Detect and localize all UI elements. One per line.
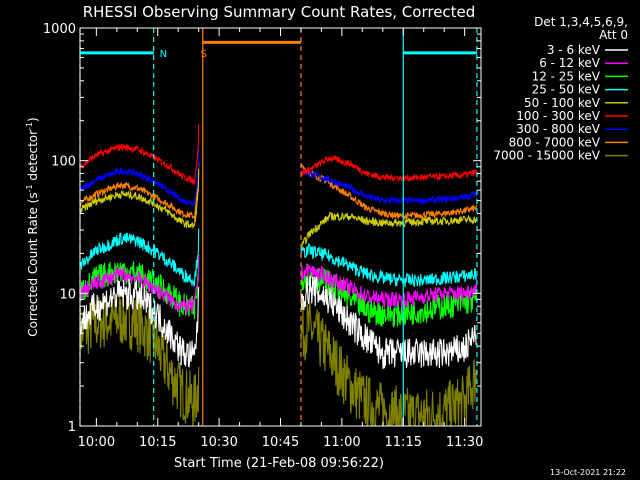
legend-header: Det 1,3,4,5,6,9,	[534, 15, 628, 29]
series-segment	[79, 278, 200, 368]
x-tick-label: 11:30	[446, 435, 483, 450]
series-segment	[300, 301, 478, 427]
series-segment	[300, 263, 478, 328]
x-tick-label: 10:30	[200, 435, 237, 450]
series-segment	[300, 263, 478, 310]
y-axis-label-exponent: -1	[25, 122, 34, 130]
x-tick-label: 11:15	[385, 435, 422, 450]
y-axis: 1 10 100 1000	[43, 22, 481, 435]
series-800-7000-keV-keV-line	[79, 161, 478, 221]
legend-label: 6 - 12 keV	[539, 56, 601, 70]
y-axis-label-exponent: -1	[25, 184, 34, 192]
x-tick-label: 10:15	[139, 435, 176, 450]
y-tick-label: 10	[59, 287, 76, 302]
series-segment	[79, 123, 200, 186]
y-axis-label-part: )	[26, 117, 40, 122]
series-segment	[300, 242, 478, 288]
y-tick-label: 1000	[43, 22, 76, 37]
y-axis-label: Corrected Count Rate (s-1 detector-1)	[25, 117, 40, 336]
x-axis-label: Start Time (21-Feb-08 09:56:22)	[174, 456, 384, 471]
render-timestamp: 13-Oct-2021 21:22	[550, 468, 626, 477]
series-segment	[79, 161, 200, 221]
series-12-25-keV-keV-line	[79, 254, 478, 328]
legend-label: 3 - 6 keV	[547, 43, 601, 57]
annotation-label: S	[201, 49, 207, 60]
chart-title: RHESSI Observing Summary Count Rates, Co…	[83, 3, 476, 21]
series-50-100-keV-keV-line	[79, 168, 478, 251]
y-tick-label: 100	[51, 155, 76, 170]
legend-label: 12 - 25 keV	[532, 69, 601, 83]
series-segment	[300, 155, 478, 183]
series-6-12-keV-keV-line	[79, 254, 478, 315]
series-segment	[300, 167, 478, 206]
legend-label: 50 - 100 keV	[524, 96, 601, 110]
series-300-800-keV-keV-line	[79, 148, 478, 207]
x-axis: 10:00 10:15 10:30 10:45 11:00 11:15 11:30	[78, 28, 483, 450]
series-100-300-keV-keV-line	[79, 123, 478, 186]
legend-label: 800 - 7000 keV	[509, 135, 601, 149]
x-tick-label: 10:45	[262, 435, 299, 450]
y-tick-label: 1	[68, 420, 76, 435]
series-segment	[79, 254, 200, 320]
legend-label: 100 - 300 keV	[516, 109, 600, 123]
series-segment	[300, 211, 478, 251]
series-segment	[79, 148, 200, 207]
series-3-6-keV-keV-line	[79, 275, 478, 370]
annotation-label: N	[160, 49, 167, 60]
x-tick-label: 10:00	[78, 435, 115, 450]
series-segment	[300, 163, 478, 220]
series-25-50-keV-keV-line	[79, 228, 478, 288]
series-segment	[300, 275, 478, 370]
y-axis-label-part: Corrected Count Rate (s	[26, 192, 40, 336]
legend-label: 300 - 800 keV	[516, 122, 600, 136]
series-segment	[79, 168, 200, 230]
y-axis-label-part: detector	[26, 130, 40, 185]
legend-label: 25 - 50 keV	[532, 83, 601, 97]
series-segment	[79, 254, 200, 315]
x-tick-label: 11:00	[323, 435, 360, 450]
legend-label: 7000 - 15000 keV	[493, 149, 600, 163]
legend-header: Att 0	[599, 28, 628, 42]
series-segment	[79, 228, 200, 287]
